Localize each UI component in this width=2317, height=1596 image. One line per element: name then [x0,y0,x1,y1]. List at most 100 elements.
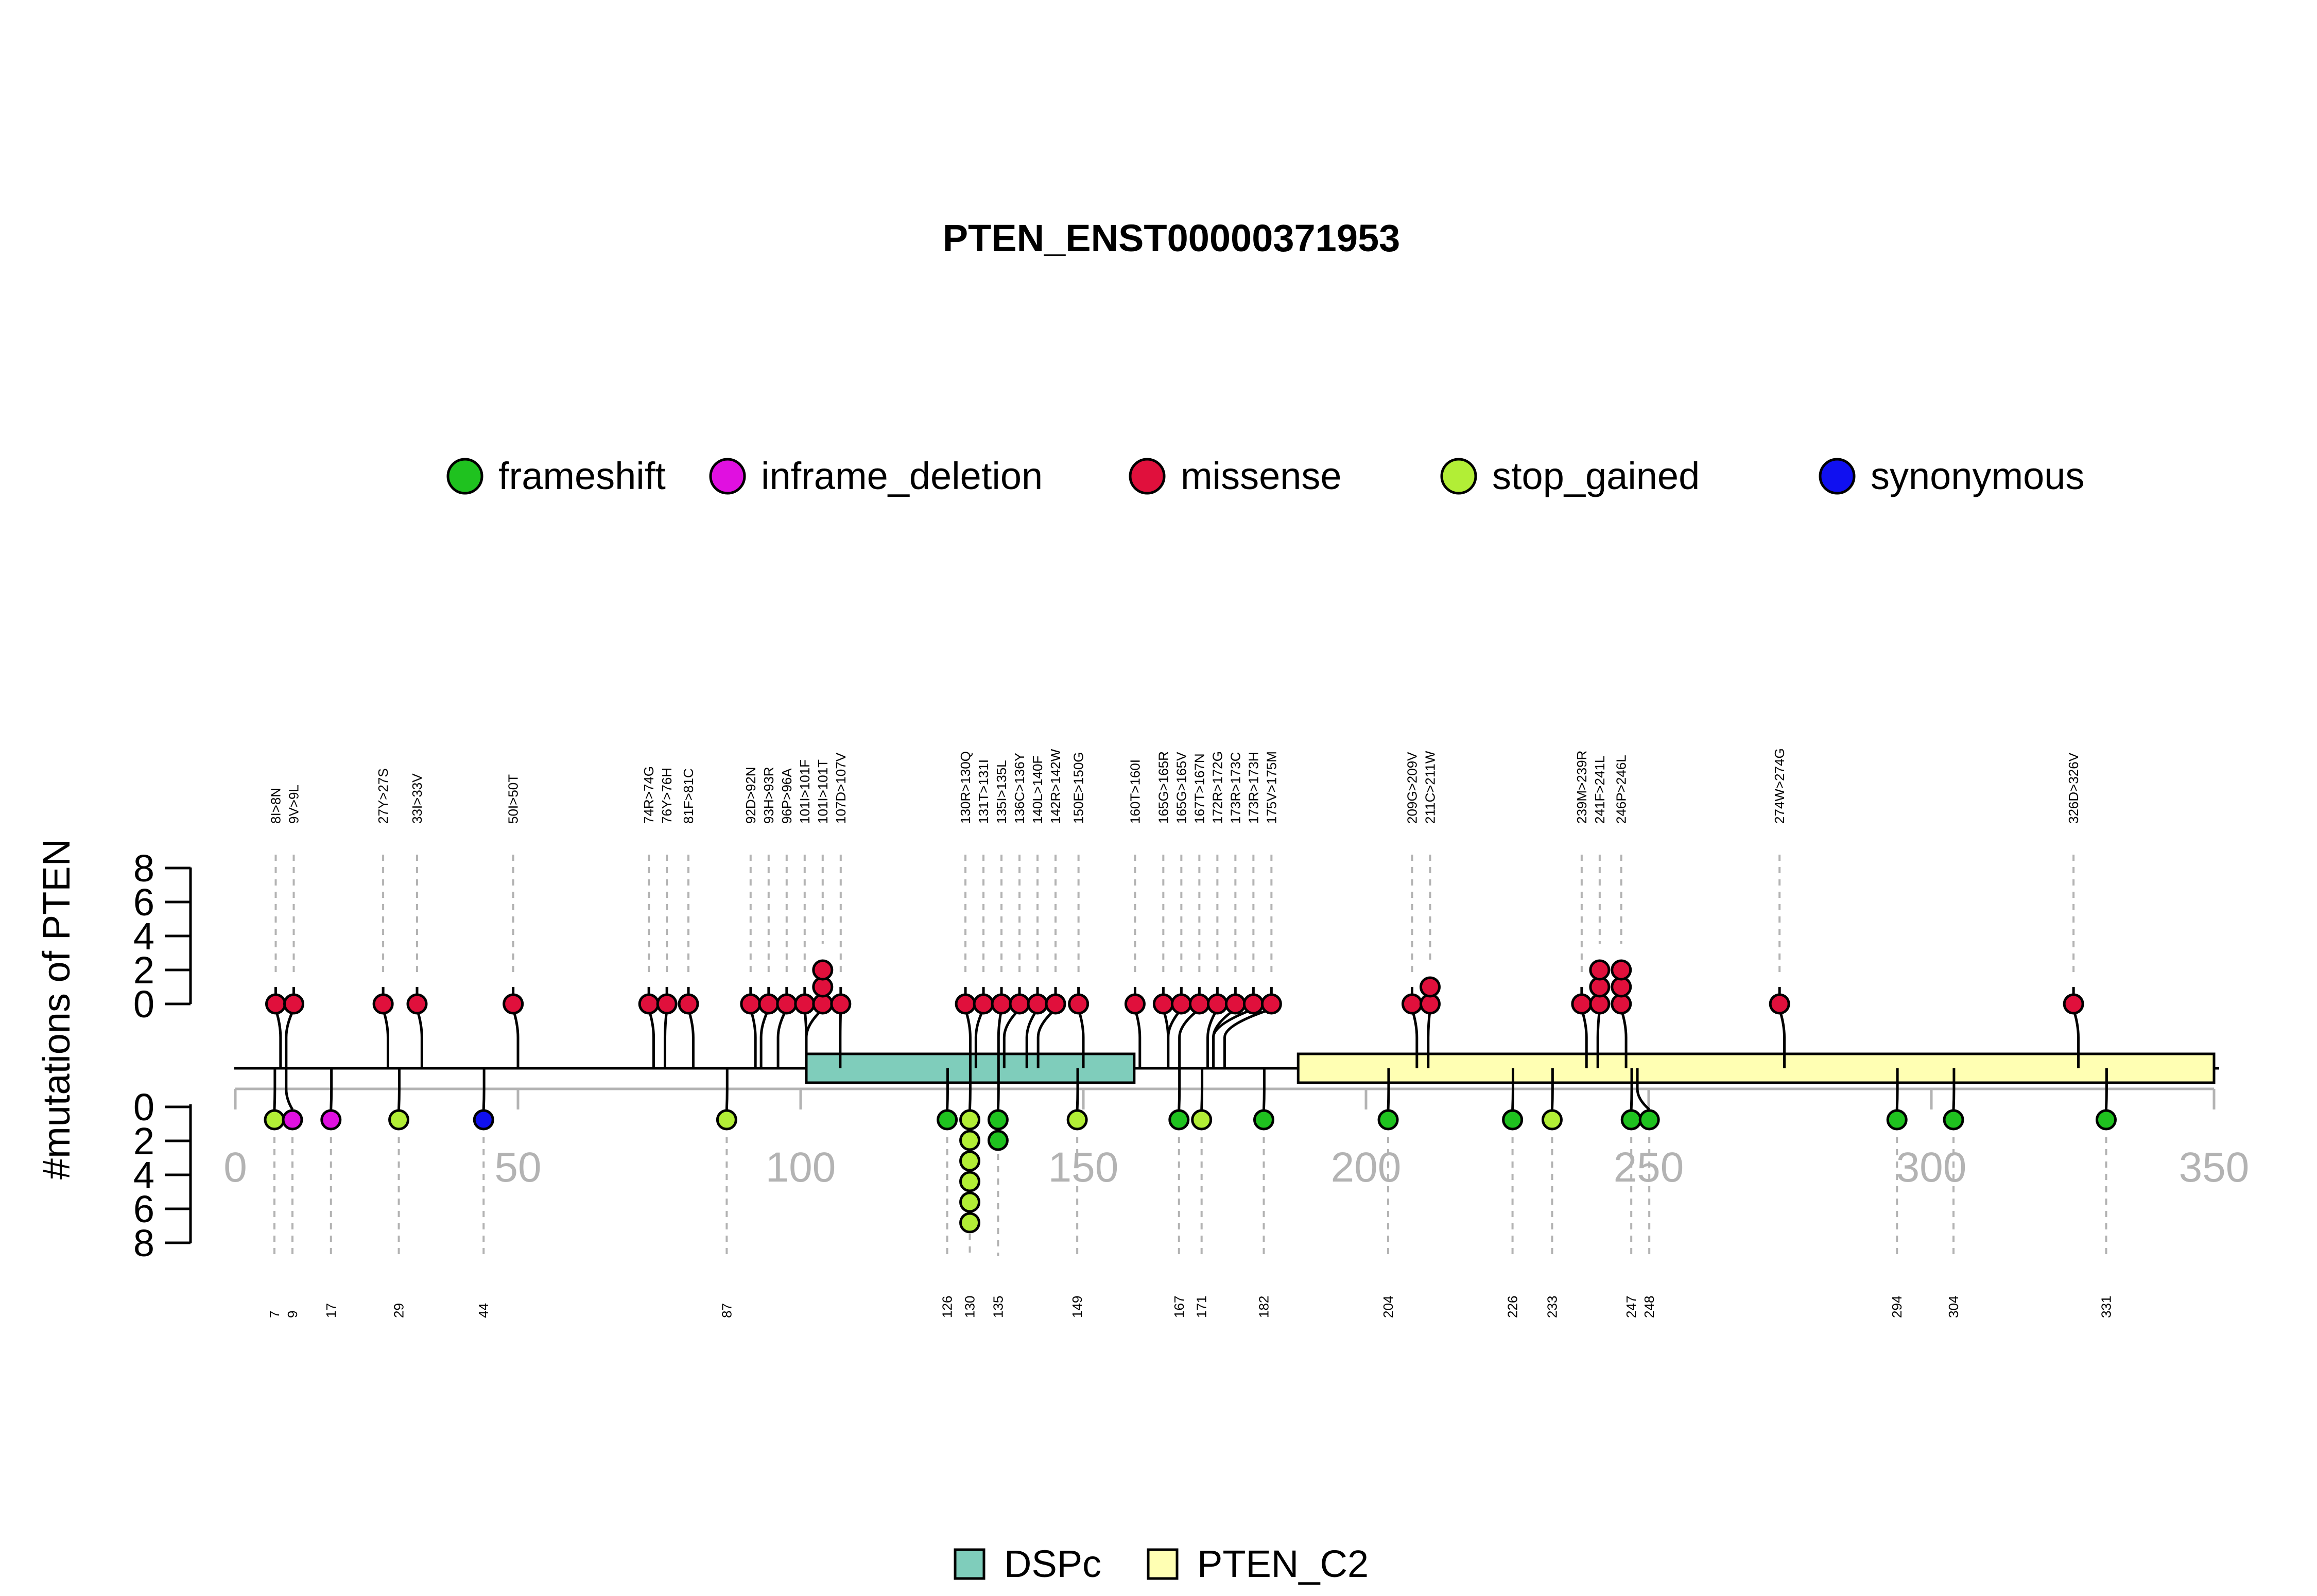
mutation-label: 172R>172G [1209,751,1225,824]
lollipop-heads [264,959,2117,1234]
mutation-point [794,993,816,1015]
mutation-label: 92D>92N [743,767,758,824]
position-label: 226 [1505,1296,1520,1318]
stem [946,1068,949,1110]
mutation-point [959,1150,981,1172]
mutation-label: 209G>209V [1404,752,1420,824]
mutation-point [656,993,678,1015]
mutation-label: 165G>165R [1155,751,1171,824]
stem [1630,1068,1633,1110]
stem [1952,1068,1956,1110]
x-tick-label: 200 [1331,1144,1402,1191]
mutation-point [638,993,660,1015]
mutation-point [1571,993,1593,1015]
mutation-label: 81F>81C [681,768,696,824]
chart-title: PTEN_ENST00000371953 [943,217,1400,259]
position-label: 331 [2098,1296,2114,1318]
mutation-point [987,1109,1009,1131]
mutation-label: 142R>142W [1048,749,1063,824]
mutation-label: 74R>74G [641,766,656,824]
mutation-point [1253,1109,1274,1131]
stem [397,1068,401,1110]
mutation-point [1260,993,1282,1015]
mutation-label: 173R>173H [1246,752,1261,824]
mutation-point [830,993,852,1015]
mutation-label: 241F>241L [1592,756,1607,824]
stem [1636,1068,1650,1111]
mutation-point [937,1109,958,1131]
position-label: 9 [285,1311,300,1318]
mutation-label: 211C>211W [1422,751,1438,824]
mutation-label: 130R>130Q [958,751,973,824]
guide-lines [273,855,2107,1256]
x-tick-label: 300 [1896,1144,1967,1191]
mutation-label: 101I>101T [815,759,831,824]
y-tick-label: 6 [133,881,154,924]
mutation-label: 131T>131I [976,759,991,824]
mutation-label: 173R>173C [1227,752,1243,824]
position-label: 167 [1171,1296,1187,1318]
mutation-point [1152,993,1174,1015]
mutation-point [959,1191,981,1213]
y-tick-label: 0 [133,983,154,1026]
mutation-point [1224,993,1246,1015]
legend-label: missense [1181,455,1342,497]
position-label: 130 [962,1296,978,1318]
domain-legend: DSPc PTEN_C2 [954,1542,1369,1585]
position-label: 87 [719,1303,734,1318]
mutation-point [406,993,428,1015]
mutation-label: 136C>136Y [1012,753,1027,824]
legend-marker [1440,458,1477,495]
legend-label: stop_gained [1492,455,1700,497]
x-tick-label: 250 [1614,1144,1684,1191]
mutation-point [812,959,834,981]
mutation-point [1502,1109,1524,1131]
stem [1178,1068,1181,1110]
mutation-point [1191,1109,1213,1131]
mutation-label: 93H>93R [761,767,776,824]
mutation-point [1188,993,1210,1015]
x-tick-label: 350 [2179,1144,2250,1191]
stem [1076,1068,1079,1110]
mutation-legend: frameshift inframe_deletion missense stop_g… [446,455,2084,497]
legend-label: synonymous [1871,455,2084,497]
y-tick-label: 8 [133,847,154,890]
position-label: 182 [1256,1296,1271,1318]
mutation-point [1886,1109,1908,1131]
mutation-point [1066,1109,1088,1131]
position-label: 233 [1544,1296,1560,1318]
stem [969,1068,972,1110]
legend-marker [1819,458,1856,495]
mutation-point [2095,1109,2117,1131]
position-label: 248 [1641,1296,1657,1318]
mutation-point [678,993,699,1015]
mutation-label: 107D>107V [833,752,849,824]
mutation-point [973,993,994,1015]
mutation-point [1045,993,1066,1015]
mutation-point [503,993,524,1015]
mutation-point [1242,993,1264,1015]
mutation-label: 175V>175M [1264,751,1279,824]
legend-marker [709,458,746,495]
mutation-label: 165G>165V [1173,752,1189,824]
mutation-point [1168,1109,1190,1131]
mutation-point [740,993,762,1015]
stem [285,1068,294,1111]
mutation-point [1943,1109,1964,1131]
position-label: 204 [1380,1296,1396,1318]
mutation-label: 76Y>76H [659,768,675,824]
mutation-point [283,993,304,1015]
mutation-point [959,1171,981,1192]
mutation-point [1401,993,1423,1015]
position-label: 294 [1889,1296,1905,1318]
mutation-point [1769,993,1790,1015]
mutation-point [372,993,394,1015]
x-tick-label: 150 [1048,1144,1119,1191]
mutation-point [1541,1109,1563,1131]
mutation-point [264,1109,285,1131]
mutation-label: 27Y>27S [375,768,391,824]
y-tick-label: 4 [133,1154,154,1196]
y-tick-label: 0 [133,1086,154,1129]
mutation-point [955,993,976,1015]
